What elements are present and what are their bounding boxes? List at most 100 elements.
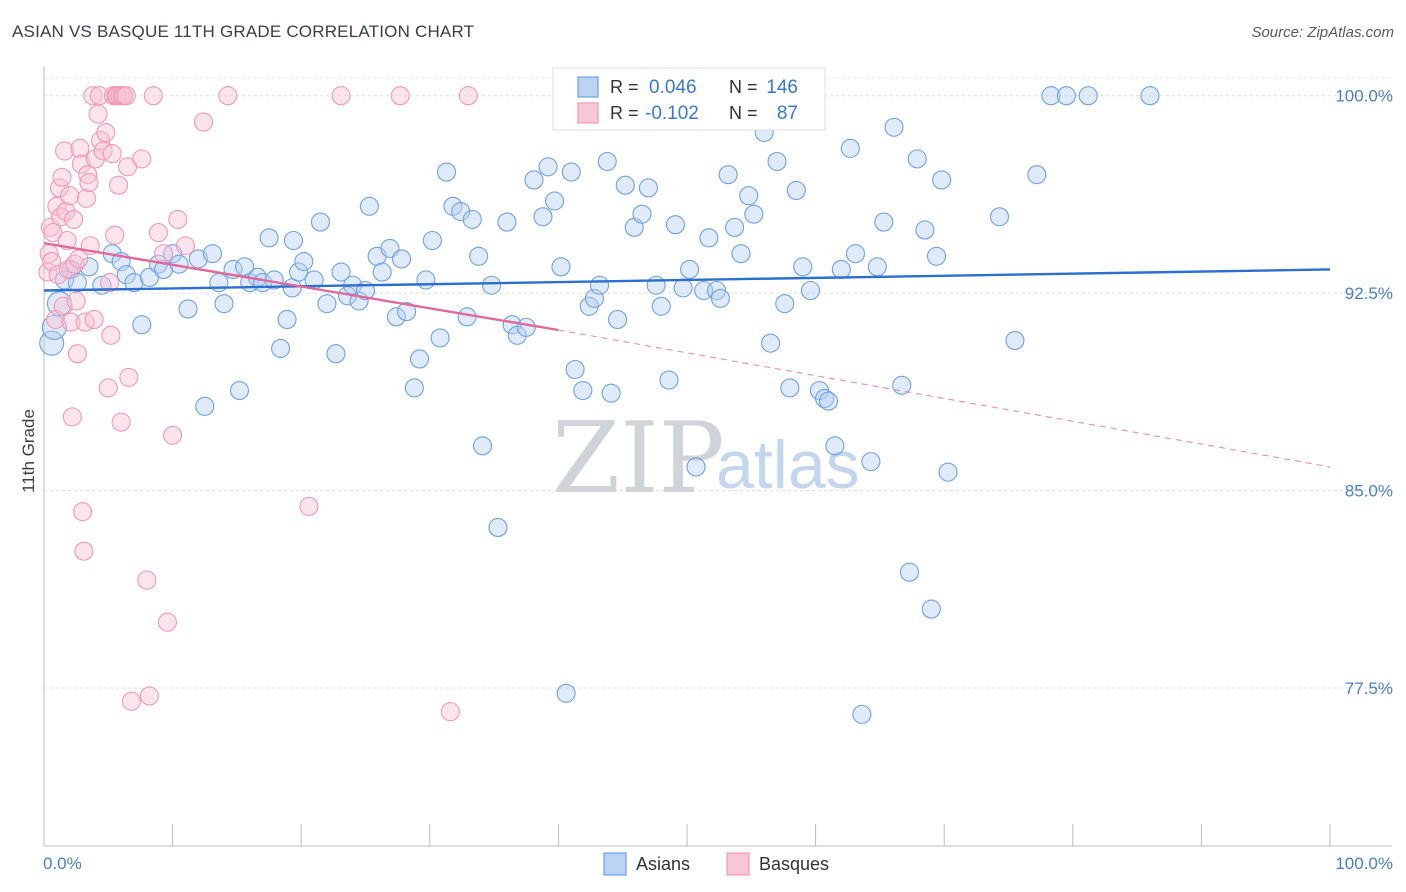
- asians-legend-swatch: [577, 76, 599, 98]
- asians-point: [317, 294, 337, 314]
- stats-legend: R = 0.046 N = 146 R = -0.102 N = 87: [552, 67, 826, 131]
- asians-point: [793, 257, 813, 277]
- asians-point: [907, 149, 927, 169]
- asians-point: [680, 259, 700, 279]
- asians-point: [899, 562, 920, 582]
- basques-point: [157, 612, 178, 632]
- asians-point: [404, 378, 424, 398]
- basques-point: [53, 296, 73, 316]
- basques-point: [218, 86, 238, 106]
- basques-point: [84, 309, 104, 330]
- asians-point: [597, 151, 617, 172]
- asians-point: [761, 333, 781, 353]
- basques-point: [119, 367, 139, 387]
- axes: [43, 66, 1392, 847]
- y-tick-label: 92.5%: [1345, 284, 1393, 303]
- basques-point: [76, 188, 96, 208]
- asians-point: [41, 314, 67, 340]
- asians-point: [1041, 86, 1061, 106]
- asians-point: [686, 457, 706, 477]
- basques-points: [38, 86, 478, 722]
- asians-point: [524, 170, 544, 190]
- basques-point: [47, 196, 67, 216]
- basques-legend-swatch: [577, 102, 599, 124]
- asians-point: [926, 246, 947, 266]
- basques-point: [137, 570, 157, 590]
- asians-point: [718, 165, 738, 185]
- asians-point: [665, 215, 685, 235]
- asians-point: [775, 294, 795, 314]
- asians-point: [673, 278, 693, 298]
- asians-point: [556, 683, 576, 703]
- legend-label-asians: Asians: [636, 854, 690, 874]
- asians-point: [638, 178, 658, 198]
- asians-point: [326, 344, 346, 364]
- asians-point: [294, 252, 314, 272]
- asians-point: [481, 275, 502, 295]
- basques-point: [109, 175, 129, 195]
- asians-point: [497, 212, 517, 232]
- basques-point: [299, 496, 319, 516]
- asians-point: [310, 212, 331, 232]
- asians-point: [767, 151, 787, 172]
- asians-point: [786, 180, 806, 201]
- asians-point: [874, 212, 894, 232]
- series-legend: Asians Basques: [603, 852, 829, 876]
- basques-point: [98, 378, 118, 398]
- asians-point: [651, 296, 671, 316]
- basques-point: [163, 425, 183, 445]
- basques-trend-line: [43, 241, 559, 332]
- basques-point: [61, 312, 81, 332]
- asians-point: [1078, 86, 1098, 106]
- legend-r-value-basques: -0.102: [645, 103, 699, 124]
- asians-point: [277, 309, 297, 330]
- basques-point: [175, 236, 196, 256]
- asians-point: [608, 309, 628, 330]
- basques-point: [64, 209, 84, 229]
- asians-point: [725, 217, 745, 237]
- legend-r-label-asians: R =: [610, 77, 639, 97]
- asians-point: [845, 244, 866, 264]
- asians-point: [938, 462, 958, 482]
- basques-point: [48, 265, 68, 285]
- asians-point: [1027, 165, 1047, 185]
- asians-point: [451, 201, 471, 222]
- basques-point: [111, 412, 131, 432]
- asians-point: [422, 230, 442, 251]
- asians-point: [867, 257, 887, 277]
- asians-point: [825, 436, 845, 456]
- x-tick-label-max: 100.0%: [1335, 854, 1393, 873]
- basques-point: [67, 344, 87, 364]
- asians-point: [229, 381, 250, 401]
- basques-point: [96, 123, 116, 143]
- chart-title: ASIAN VS BASQUE 11TH GRADE CORRELATION C…: [12, 22, 475, 41]
- basques-point: [390, 86, 410, 106]
- basques-point: [102, 144, 122, 164]
- asians-point: [646, 275, 666, 295]
- asians-point: [800, 280, 821, 301]
- asians-point: [533, 207, 553, 227]
- watermark: ZIP atlas: [552, 402, 860, 516]
- asians-point: [831, 259, 851, 279]
- basques-point: [193, 112, 214, 132]
- asians-point: [538, 157, 558, 177]
- asians-point: [469, 246, 489, 266]
- asians-point: [436, 162, 457, 182]
- asians-point: [188, 249, 208, 269]
- asians-points: [39, 86, 1160, 724]
- basques-point: [116, 86, 136, 106]
- x-tick-label-min: 0.0%: [43, 854, 82, 873]
- asians-point: [409, 349, 430, 369]
- legend-n-label-basques: N =: [729, 103, 758, 123]
- asians-point: [116, 265, 136, 285]
- asians-point: [1056, 86, 1076, 106]
- asians-point: [861, 452, 881, 472]
- watermark-atlas: atlas: [716, 427, 860, 503]
- basques-point: [70, 138, 90, 158]
- trend-lines: [43, 241, 1331, 468]
- asians-point: [573, 381, 593, 401]
- basques-point: [58, 259, 78, 279]
- y-tick-label: 100.0%: [1335, 87, 1393, 106]
- asians-point: [1140, 86, 1160, 106]
- asians-point: [731, 244, 751, 264]
